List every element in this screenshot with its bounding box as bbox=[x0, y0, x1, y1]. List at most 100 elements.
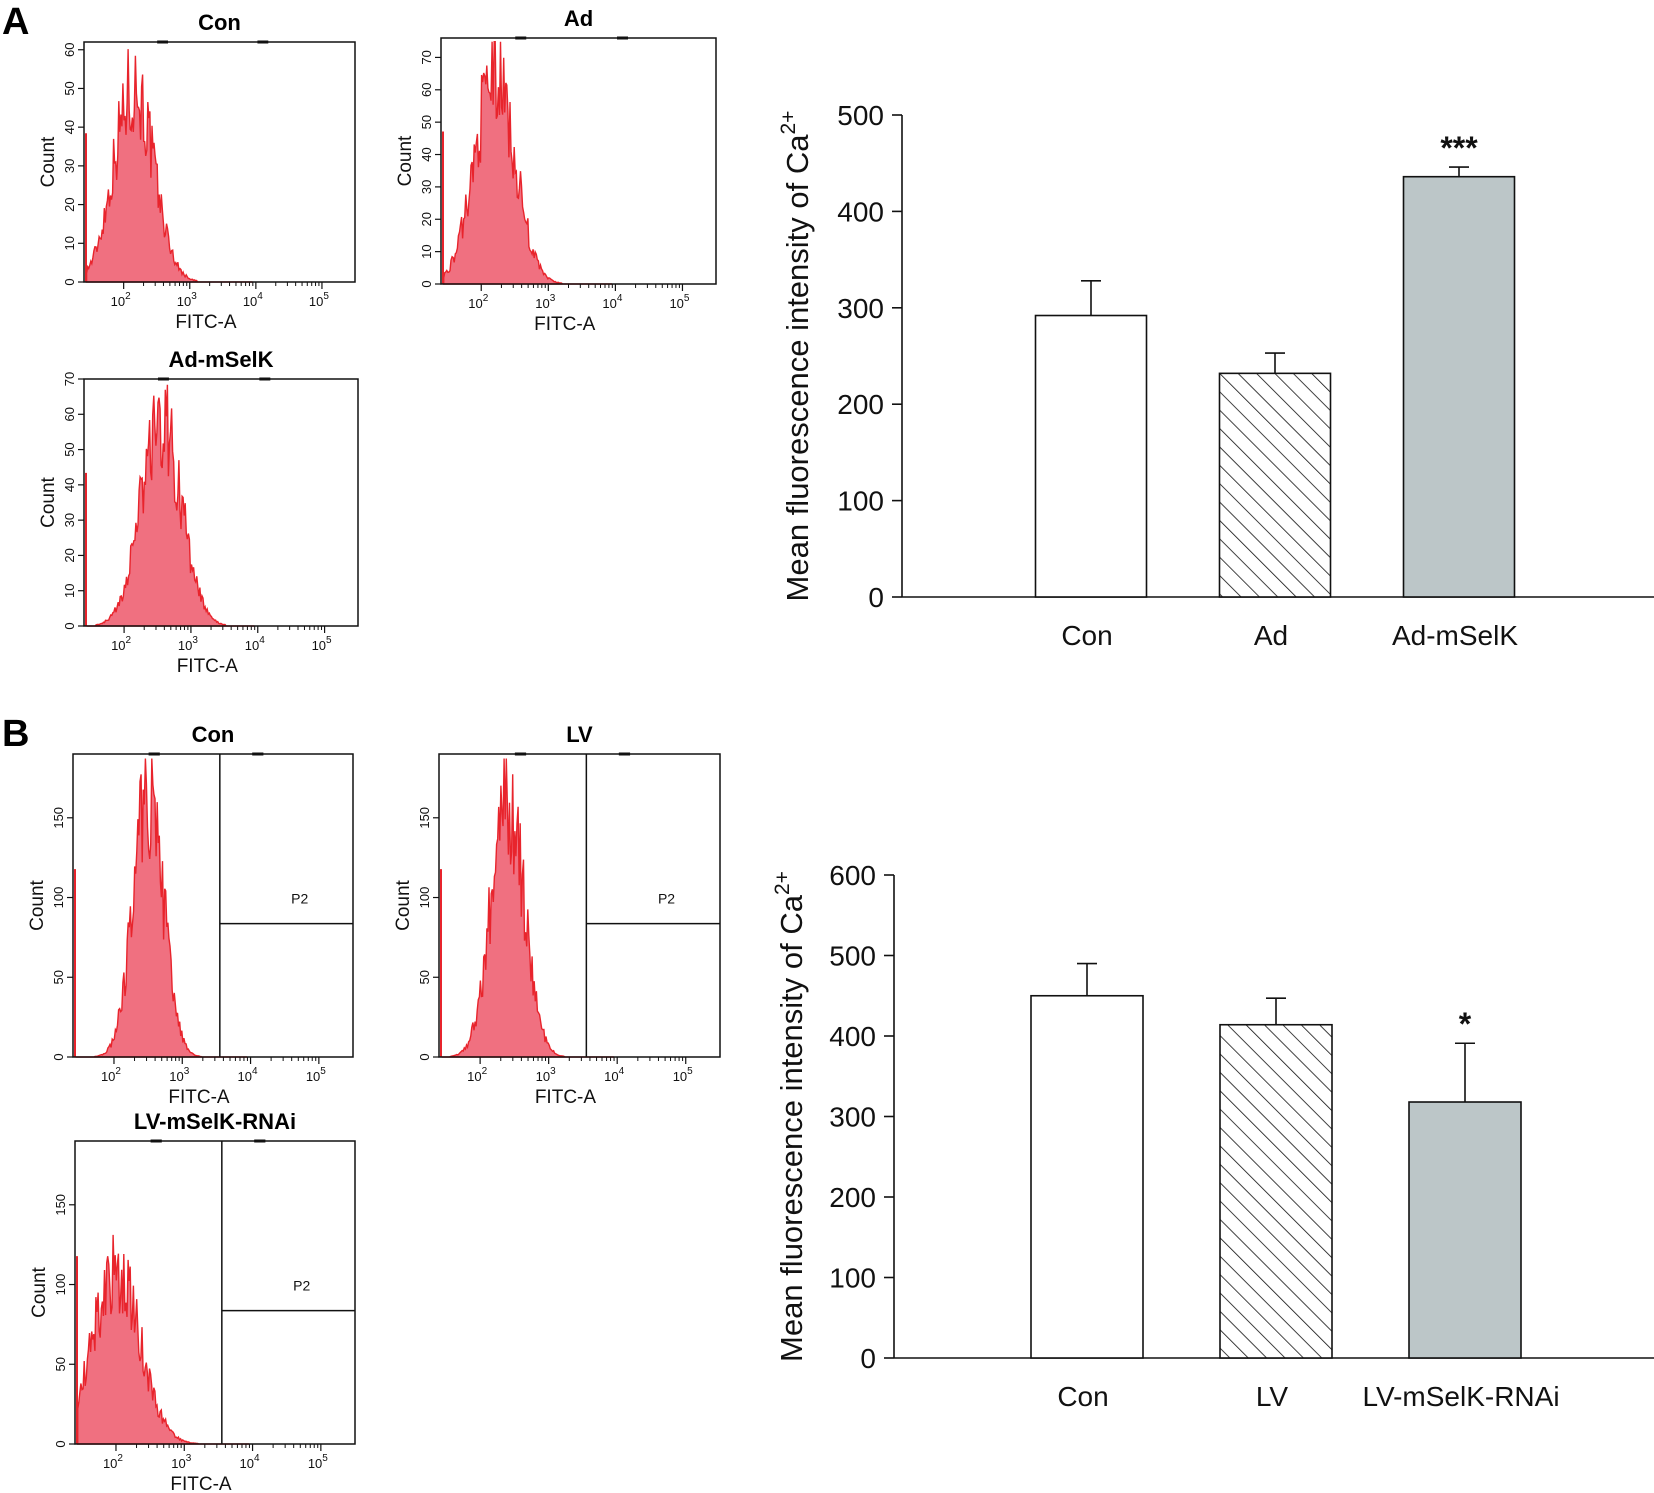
category-label: Ad-mSelK bbox=[1392, 620, 1518, 651]
y-tick-label: 300 bbox=[829, 1102, 876, 1133]
histogram-distribution bbox=[75, 758, 248, 1058]
histogram-y-tick-label: 50 bbox=[62, 442, 77, 456]
histogram-y-tick-label: 0 bbox=[62, 278, 77, 285]
histogram-y-tick-label: 0 bbox=[51, 1053, 66, 1060]
histogram-y-tick-label: 10 bbox=[419, 244, 434, 258]
histogram-y-tick-label: 50 bbox=[51, 970, 66, 984]
histogram-y-tick-label: 50 bbox=[419, 115, 434, 129]
category-label: Con bbox=[1061, 620, 1112, 651]
histogram-x-tick-label: 103 bbox=[536, 1066, 556, 1084]
histogram-y-tick-label: 20 bbox=[419, 212, 434, 226]
histogram-5: LV P2 0 50 100 150 Count 102 103 104 105 FITC-A bbox=[393, 722, 721, 1108]
bar-ad bbox=[1218, 372, 1332, 598]
histogram-x-tick-exponent: 3 bbox=[191, 291, 197, 302]
category-label: LV-mSelK-RNAi bbox=[1362, 1381, 1559, 1412]
histogram-x-tick-exponent: 5 bbox=[326, 635, 332, 646]
histogram-y-tick-label: 70 bbox=[419, 50, 434, 64]
histogram-x-tick-label: 105 bbox=[306, 1066, 326, 1084]
histogram-frame bbox=[74, 1140, 356, 1445]
histogram-distribution bbox=[77, 1234, 250, 1445]
histogram-x-tick-label: 103 bbox=[177, 291, 197, 309]
y-axis-label: Mean fluorescence intensity of Ca2+ bbox=[771, 871, 809, 1362]
histogram-x-tick-label: 103 bbox=[171, 1453, 191, 1471]
histogram-x-tick-label: 102 bbox=[103, 1453, 123, 1471]
histogram-y-tick-label: 30 bbox=[62, 513, 77, 527]
histogram-x-tick-label: 102 bbox=[111, 635, 131, 653]
y-tick-label: 400 bbox=[837, 196, 884, 227]
y-tick-label: 200 bbox=[837, 389, 884, 420]
panel-letter-b: B bbox=[2, 713, 29, 755]
histogram-x-tick-exponent: 4 bbox=[259, 635, 265, 646]
histogram-y-tick-label: 10 bbox=[62, 236, 77, 250]
histogram-x-tick-label: 104 bbox=[240, 1453, 260, 1471]
histogram-x-tick-label: 105 bbox=[673, 1066, 693, 1084]
histogram-y-tick-label: 0 bbox=[62, 622, 77, 629]
histogram-x-tick-exponent: 5 bbox=[323, 291, 329, 302]
histogram-distribution bbox=[85, 49, 253, 283]
y-tick-label: 100 bbox=[837, 486, 884, 517]
histogram-y-tick-label: 40 bbox=[62, 120, 77, 134]
bar-chart-2: 0 100 200 300 400 500 600 Mean fluorescence int… bbox=[771, 860, 1654, 1412]
histogram-y-label: Count bbox=[38, 136, 59, 187]
histogram-x-tick-exponent: 3 bbox=[184, 1066, 190, 1077]
histogram-y-label: Count bbox=[27, 879, 48, 930]
histogram-x-tick-exponent: 2 bbox=[126, 635, 132, 646]
histogram-4: Con P2 0 50 100 150 Count 102 103 104 105 FITC-A bbox=[27, 722, 354, 1108]
histogram-x-tick-label: 105 bbox=[308, 1453, 328, 1471]
histogram-y-tick-label: 100 bbox=[417, 887, 432, 909]
panel-letter-a: A bbox=[2, 1, 29, 43]
histogram-x-label: FITC-A bbox=[170, 1474, 232, 1493]
histogram-x-tick-label: 102 bbox=[111, 291, 131, 309]
histogram-6: LV-mSelK-RNAi P2 0 50 100 150 Count 102 103 104 10… bbox=[29, 1109, 356, 1493]
histogram-distribution bbox=[443, 41, 612, 285]
histogram-y-tick-label: 60 bbox=[62, 407, 77, 421]
y-tick-label: 400 bbox=[829, 1021, 876, 1052]
histogram-x-tick-label: 104 bbox=[238, 1066, 258, 1084]
histogram-y-tick-label: 20 bbox=[62, 197, 77, 211]
histogram-title: LV-mSelK-RNAi bbox=[134, 1109, 296, 1134]
histogram-y-tick-label: 20 bbox=[62, 548, 77, 562]
histogram-frame bbox=[83, 41, 356, 283]
gate-label: P2 bbox=[291, 891, 308, 907]
histogram-x-label: FITC-A bbox=[535, 1087, 597, 1108]
histogram-x-tick-exponent: 4 bbox=[252, 1066, 258, 1077]
histogram-y-tick-label: 100 bbox=[51, 887, 66, 909]
histogram-frame bbox=[440, 37, 717, 285]
histogram-x-tick-label: 104 bbox=[245, 635, 265, 653]
y-tick-label: 200 bbox=[829, 1182, 876, 1213]
histogram-y-label: Count bbox=[29, 1266, 50, 1317]
category-label: Con bbox=[1057, 1381, 1108, 1412]
histogram-y-tick-label: 0 bbox=[53, 1440, 68, 1447]
histogram-x-tick-label: 103 bbox=[169, 1066, 189, 1084]
histogram-x-label: FITC-A bbox=[168, 1087, 230, 1108]
histogram-x-tick-exponent: 3 bbox=[186, 1453, 192, 1464]
y-tick-label: 0 bbox=[868, 582, 884, 613]
histogram-y-tick-label: 30 bbox=[419, 180, 434, 194]
bar-lv-mselk-rnai bbox=[1408, 1101, 1522, 1359]
y-axis-label-superscript: 2+ bbox=[777, 111, 800, 135]
histogram-x-label: FITC-A bbox=[177, 656, 239, 677]
y-tick-label: 500 bbox=[829, 941, 876, 972]
y-tick-label: 0 bbox=[860, 1343, 876, 1374]
histogram-x-tick-exponent: 4 bbox=[254, 1453, 260, 1464]
histogram-1: Con 0 10 20 30 40 50 60 Count 102 103 104 105 FITC-A bbox=[38, 10, 356, 333]
histogram-x-label: FITC-A bbox=[175, 312, 237, 333]
y-axis-label: Mean fluorescence intensity of Ca2+ bbox=[777, 111, 815, 602]
histogram-y-tick-label: 10 bbox=[62, 583, 77, 597]
histogram-x-tick-exponent: 2 bbox=[125, 291, 131, 302]
histogram-x-tick-label: 105 bbox=[309, 291, 329, 309]
y-axis-label-superscript: 2+ bbox=[771, 871, 794, 895]
histogram-x-tick-exponent: 3 bbox=[192, 635, 198, 646]
histogram-x-tick-label: 102 bbox=[468, 293, 488, 311]
histogram-x-tick-exponent: 2 bbox=[483, 293, 489, 304]
histogram-x-tick-exponent: 3 bbox=[550, 293, 556, 304]
category-label: LV bbox=[1256, 1381, 1288, 1412]
histogram-y-tick-label: 50 bbox=[53, 1357, 68, 1371]
bar-con bbox=[1034, 314, 1148, 598]
histogram-title: Ad-mSelK bbox=[168, 347, 273, 372]
histogram-x-tick-label: 105 bbox=[312, 635, 332, 653]
histogram-x-tick-exponent: 4 bbox=[257, 291, 263, 302]
histogram-y-tick-label: 70 bbox=[62, 372, 77, 386]
histogram-title: Ad bbox=[564, 6, 593, 31]
histogram-y-tick-label: 0 bbox=[419, 280, 434, 287]
